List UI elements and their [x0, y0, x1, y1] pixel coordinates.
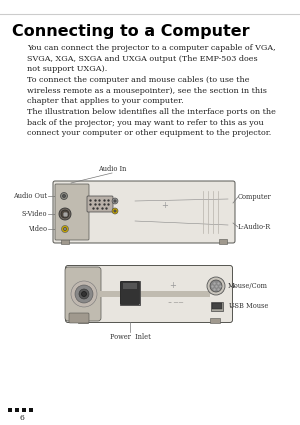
Text: You can connect the projector to a computer capable of VGA,
SVGA, XGA, SXGA and : You can connect the projector to a compu…	[27, 44, 276, 74]
FancyBboxPatch shape	[65, 267, 101, 321]
Text: Power  Inlet: Power Inlet	[110, 333, 150, 341]
Bar	[15, 408, 19, 412]
Text: Mouse/Com: Mouse/Com	[228, 282, 268, 290]
Circle shape	[64, 227, 67, 230]
Text: S-Video: S-Video	[22, 210, 47, 218]
Circle shape	[79, 289, 89, 299]
Text: +: +	[162, 201, 168, 210]
Text: ~ ——: ~ ——	[168, 300, 184, 304]
Bar	[123, 283, 137, 289]
Bar	[211, 302, 223, 311]
FancyBboxPatch shape	[87, 196, 113, 212]
Bar	[212, 303, 222, 309]
Circle shape	[114, 210, 116, 212]
Bar	[78, 318, 88, 323]
Circle shape	[207, 277, 225, 295]
Text: L-Audio-R: L-Audio-R	[238, 223, 271, 231]
Bar	[98, 291, 210, 297]
Text: The illustration below identifies all the interface ports on the
back of the pro: The illustration below identifies all th…	[27, 108, 276, 137]
FancyBboxPatch shape	[69, 313, 89, 323]
Circle shape	[61, 193, 68, 199]
Text: +: +	[169, 281, 176, 291]
Circle shape	[62, 195, 65, 198]
Text: Video: Video	[28, 225, 47, 233]
Bar	[8, 408, 12, 412]
Text: Computer: Computer	[237, 193, 271, 201]
FancyBboxPatch shape	[65, 266, 233, 323]
Circle shape	[82, 292, 86, 297]
Text: Connecting to a Computer: Connecting to a Computer	[12, 24, 250, 39]
Bar	[22, 408, 26, 412]
Circle shape	[210, 280, 222, 292]
Text: USB Mouse: USB Mouse	[229, 302, 268, 310]
Circle shape	[61, 226, 68, 232]
Text: To connect the computer and mouse cables (to use the
wireless remote as a mousep: To connect the computer and mouse cables…	[27, 76, 267, 105]
Circle shape	[75, 285, 93, 303]
Bar	[210, 318, 220, 323]
Bar	[29, 408, 33, 412]
Bar	[61, 239, 69, 244]
Bar	[219, 239, 227, 244]
Circle shape	[61, 210, 69, 218]
Circle shape	[112, 208, 118, 214]
Circle shape	[59, 208, 71, 220]
Circle shape	[114, 200, 116, 202]
Text: Audio In: Audio In	[98, 165, 126, 173]
FancyBboxPatch shape	[55, 184, 89, 240]
Circle shape	[112, 198, 118, 204]
Circle shape	[71, 281, 97, 307]
Text: 6: 6	[20, 414, 24, 422]
Bar	[120, 281, 140, 305]
FancyBboxPatch shape	[121, 281, 140, 304]
Text: Audio Out: Audio Out	[13, 192, 47, 200]
FancyBboxPatch shape	[53, 181, 235, 243]
